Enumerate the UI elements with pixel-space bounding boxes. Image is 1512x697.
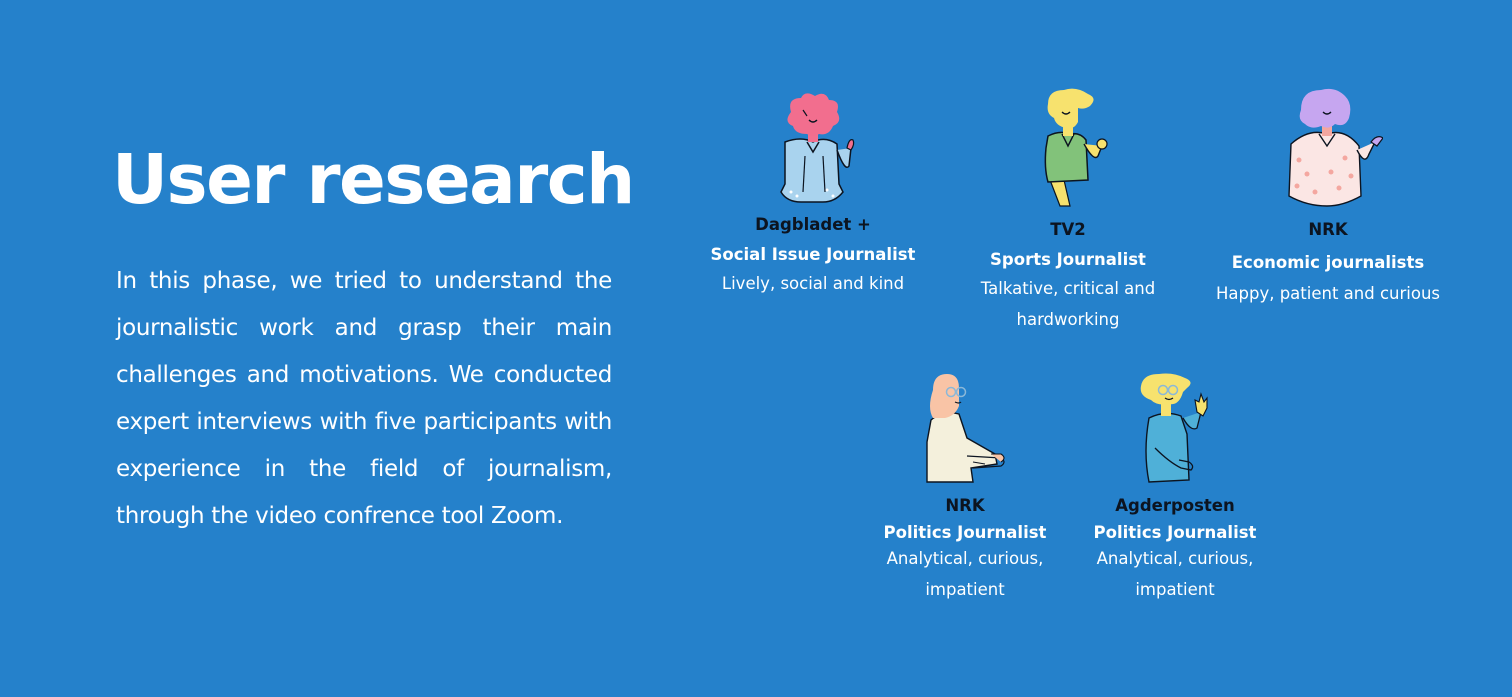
persona-role: Sports Journalist — [990, 250, 1146, 269]
persona-organization: Dagbladet + — [755, 215, 871, 234]
pink-haired-person-icon — [780, 93, 855, 203]
persona-traits: Analytical, curious, impatient — [1096, 549, 1254, 599]
intro-paragraph: In this phase, we tried to understand th… — [116, 268, 612, 529]
page-title: User research — [112, 140, 635, 220]
persona-traits: Lively, social and kind — [721, 274, 905, 293]
persona-card-nrk-economic: NRK Economic journalists Happy, patient … — [1208, 88, 1448, 309]
persona-organization: NRK — [945, 496, 985, 515]
persona-organization: NRK — [1308, 220, 1348, 239]
persona-traits: Happy, patient and curious — [1215, 284, 1440, 303]
persona-traits: Analytical, curious, impatient — [886, 549, 1044, 599]
persona-role: Social Issue Journalist — [710, 245, 916, 264]
persona-traits: Talkative, critical and hardworking — [980, 279, 1156, 329]
persona-card-agderposten: Agderposten Politics Journalist Analytic… — [1055, 372, 1295, 605]
persona-role: Politics Journalist — [1093, 523, 1257, 542]
persona-card-tv2: TV2 Sports Journalist Talkative, critica… — [948, 88, 1188, 335]
persona-role: Economic journalists — [1231, 253, 1425, 272]
blonde-woman-with-glasses-icon — [926, 374, 1005, 483]
persona-organization: TV2 — [1050, 220, 1086, 239]
persona-card-nrk-politics: NRK Politics Journalist Analytical, curi… — [845, 372, 1085, 605]
waving-person-with-glasses-icon — [1140, 373, 1208, 483]
yellow-haired-person-icon — [1044, 88, 1108, 207]
persona-organization: Agderposten — [1115, 496, 1235, 515]
persona-card-dagbladet: Dagbladet + Social Issue Journalist Live… — [693, 92, 933, 299]
persona-role: Politics Journalist — [883, 523, 1047, 542]
purple-haired-person-icon — [1288, 88, 1383, 207]
